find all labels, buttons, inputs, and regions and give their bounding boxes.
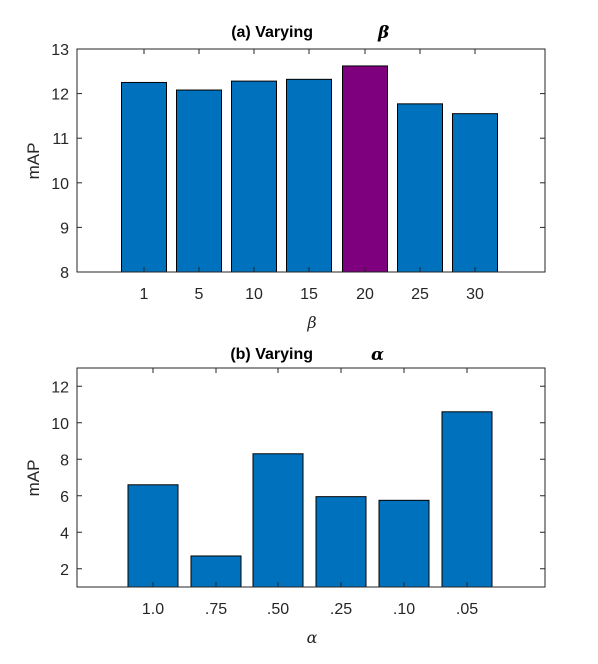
panel-a-ytick-label: 10 bbox=[51, 176, 69, 193]
panel-a-ytick-label: 9 bbox=[60, 220, 69, 237]
panel-a-bar-20 bbox=[342, 65, 388, 273]
panel-b-xtick-label: .25 bbox=[330, 601, 352, 618]
panel-b-ytick-label: 6 bbox=[60, 489, 69, 506]
panel-a-bar-25 bbox=[397, 103, 443, 273]
panel-a-xtick-label: 30 bbox=[466, 286, 484, 303]
panel-b-plot: 2 4 6 8 10 12 1.0 .75 .50 .25 .10 .05 bbox=[51, 367, 546, 618]
panel-b-bar-p10 bbox=[378, 499, 430, 588]
panel-b-bar-p50 bbox=[252, 453, 304, 588]
panel-a-ytick-label: 11 bbox=[52, 131, 69, 148]
panel-a-xtick-label: 20 bbox=[356, 286, 374, 303]
panel-b-title: (b) Varying bbox=[230, 346, 313, 363]
panel-a-ytick-label: 12 bbox=[51, 87, 69, 104]
panel-a-xtick-label: 1 bbox=[140, 286, 149, 303]
panel-b-xtick-label: .75 bbox=[205, 601, 227, 618]
panel-b: (b) Varying α 2 4 6 8 10 12 1.0 .75 .50 .25 .10 .05… bbox=[24, 345, 546, 647]
panel-b-xtick-label: .05 bbox=[456, 601, 478, 618]
panel-a-xlabel: β bbox=[306, 313, 316, 332]
panel-b-xtick-label: .50 bbox=[267, 601, 289, 618]
panel-a-bar-15 bbox=[286, 78, 332, 273]
panel-b-xlabel: α bbox=[307, 628, 318, 647]
panel-b-title-symbol: α bbox=[371, 345, 384, 365]
panel-b-bar-p25 bbox=[315, 496, 367, 588]
panel-a-ylabel: mAP bbox=[24, 143, 43, 180]
panel-a-xtick-label: 25 bbox=[411, 286, 429, 303]
panel-b-ylabel: mAP bbox=[24, 460, 43, 497]
panel-b-axes-box bbox=[76, 367, 546, 588]
panel-a-title: (a) Varying bbox=[231, 24, 313, 41]
panel-a-xtick-label: 15 bbox=[300, 286, 318, 303]
panel-a-ytick-label: 8 bbox=[60, 265, 69, 282]
panel-b-ytick-label: 10 bbox=[51, 416, 69, 433]
panel-a-title-symbol: β bbox=[377, 23, 389, 43]
panel-b-xtick-label: 1.0 bbox=[142, 601, 164, 618]
panel-a-ytick-label: 13 bbox=[51, 42, 69, 59]
panel-b-bar-p75 bbox=[190, 555, 242, 588]
panel-b-ytick-label: 4 bbox=[60, 525, 69, 542]
panel-b-ytick-label: 8 bbox=[60, 452, 69, 469]
panel-b-ytick-label: 2 bbox=[60, 562, 69, 579]
panel-b-bar-p05 bbox=[441, 411, 493, 588]
panel-a-xtick-label: 5 bbox=[195, 286, 204, 303]
panel-a-bar-1 bbox=[121, 81, 167, 273]
panel-a-bar-5 bbox=[176, 89, 222, 273]
panel-b-bar-1p0 bbox=[127, 484, 179, 588]
panel-b-ytick-label: 12 bbox=[51, 379, 69, 396]
panel-b-xtick-label: .10 bbox=[393, 601, 415, 618]
panel-a-xtick-label: 10 bbox=[245, 286, 263, 303]
panel-a-axes-box bbox=[76, 48, 546, 273]
panel-a-bar-30 bbox=[452, 113, 498, 273]
panel-a-bar-10 bbox=[231, 80, 277, 273]
